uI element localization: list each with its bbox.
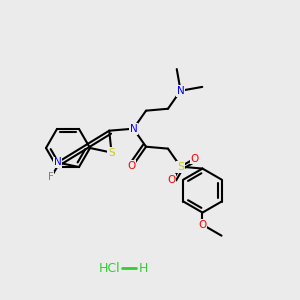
Text: N: N <box>177 86 184 96</box>
Text: O: O <box>127 161 136 171</box>
Text: HCl: HCl <box>99 262 121 275</box>
Text: N: N <box>54 158 61 167</box>
Text: O: O <box>167 175 175 185</box>
Text: S: S <box>108 148 115 158</box>
Text: O: O <box>191 154 199 164</box>
Text: O: O <box>198 220 207 230</box>
Text: N: N <box>130 124 137 134</box>
Text: S: S <box>177 162 184 172</box>
Text: H: H <box>138 262 148 275</box>
Text: F: F <box>48 172 53 182</box>
